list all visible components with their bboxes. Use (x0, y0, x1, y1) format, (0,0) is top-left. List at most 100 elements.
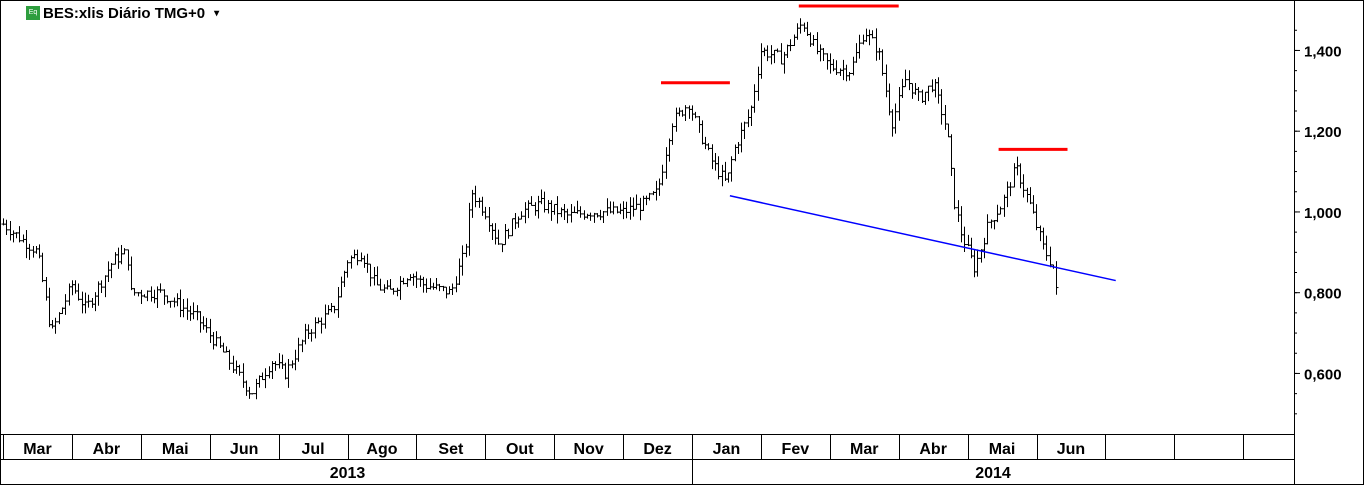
ohlc-bar (467, 202, 472, 256)
ohlc-bar (802, 22, 807, 32)
month-label: Mai (162, 441, 189, 458)
ohlc-bar (877, 47, 882, 60)
ohlc-bar (844, 64, 849, 82)
ohlc-bar (539, 189, 544, 205)
ohlc-bar (621, 201, 626, 220)
ohlc-bar (985, 214, 990, 245)
ohlc-bar (660, 164, 665, 186)
ohlc-bar (742, 121, 747, 140)
ohlc-bar (165, 295, 170, 304)
ohlc-bar (893, 103, 898, 134)
ohlc-bar (631, 197, 636, 217)
ohlc-bar (477, 197, 482, 208)
ohlc-bar (720, 164, 725, 187)
ohlc-bar (365, 253, 370, 273)
ohlc-bar (647, 192, 652, 201)
ohlc-bar (749, 105, 754, 126)
month-label: Mai (989, 441, 1016, 458)
ohlc-bar (93, 292, 98, 312)
ohlc-bar (460, 245, 465, 276)
ohlc-bar (680, 109, 685, 117)
ohlc-bar (578, 206, 583, 218)
ohlc-bar (1041, 227, 1046, 250)
ohlc-bar (1005, 181, 1010, 208)
ohlc-bar (437, 283, 442, 292)
ohlc-bar (916, 87, 921, 102)
ohlc-bar (601, 211, 606, 223)
ohlc-bar (401, 277, 406, 285)
ohlc-bar (529, 196, 534, 206)
ohlc-bar (851, 56, 856, 76)
ohlc-bar (1031, 195, 1036, 214)
ohlc-bar (598, 209, 603, 221)
ohlc-bar (411, 273, 416, 286)
ohlc-bar (785, 44, 790, 59)
ohlc-bar (536, 195, 541, 219)
ohlc-bar (542, 191, 547, 213)
ohlc-bar (677, 107, 682, 117)
ohlc-bar (424, 278, 429, 293)
ohlc-bar (86, 294, 91, 308)
ohlc-bar (76, 283, 81, 301)
ohlc-bar (372, 266, 377, 286)
ohlc-bar (27, 243, 32, 260)
ohlc-bar (493, 223, 498, 245)
ohlc-bar (546, 200, 551, 214)
ohlc-bar (1028, 187, 1033, 205)
ohlc-bar (106, 261, 111, 283)
ohlc-bar (552, 203, 557, 215)
ohlc-bar (736, 141, 741, 154)
ohlc-bar (710, 144, 715, 170)
ohlc-bar (746, 109, 751, 128)
ohlc-bar (572, 206, 577, 214)
month-label: Nov (574, 441, 604, 458)
ohlc-bar (634, 194, 639, 210)
ohlc-bar (1054, 261, 1059, 295)
ohlc-bar (713, 153, 718, 171)
ohlc-bar (296, 337, 301, 362)
ohlc-bar (729, 156, 734, 182)
ohlc-bar (1038, 225, 1043, 242)
ohlc-bar (582, 210, 587, 220)
ohlc-bar (884, 64, 889, 98)
chevron-down-icon[interactable]: ▾ (214, 7, 220, 19)
ohlc-bar (523, 202, 528, 224)
ohlc-bar (260, 372, 265, 381)
ohlc-bar (657, 178, 662, 196)
ohlc-bar (132, 288, 137, 296)
ohlc-bar (129, 256, 134, 291)
ohlc-bar (1012, 163, 1017, 188)
ohlc-bar (464, 243, 469, 258)
month-label: Jun (230, 441, 258, 458)
ohlc-bar (375, 266, 380, 286)
ohlc-bar (332, 305, 337, 314)
ohlc-bar (867, 29, 872, 46)
month-label: Mar (23, 441, 51, 458)
ohlc-bar (398, 276, 403, 300)
ohlc-bar (17, 226, 22, 243)
month-label: Dez (643, 441, 671, 458)
ohlc-bar (241, 363, 246, 388)
ohlc-bar (956, 200, 961, 223)
y-tick-label: 1,000 (1304, 205, 1342, 222)
x-axis: Mar Abr Mai Jun Jul Ago Set Out Nov Dez Jan Fev Mar A… (3, 434, 1244, 485)
ohlc-bar (50, 319, 55, 329)
ohlc-bar (638, 197, 643, 221)
ohlc-bar (280, 354, 285, 370)
ohlc-bar (1034, 204, 1039, 231)
ohlc-bar (204, 317, 209, 333)
ohlc-bar (555, 196, 560, 224)
ohlc-bar (496, 229, 501, 245)
ohlc-bar (254, 378, 259, 400)
ohlc-bar (644, 195, 649, 206)
ohlc-bar (198, 311, 203, 333)
ohlc-bar (795, 23, 800, 40)
ohlc-bar (53, 317, 58, 334)
ohlc-bar (779, 43, 784, 65)
ohlc-bar (949, 134, 954, 177)
ohlc-bar (510, 218, 515, 237)
ohlc-bar (300, 339, 305, 353)
ohlc-bar (992, 220, 997, 230)
ohlc-bar (83, 292, 88, 314)
ohlc-bar (227, 349, 232, 370)
